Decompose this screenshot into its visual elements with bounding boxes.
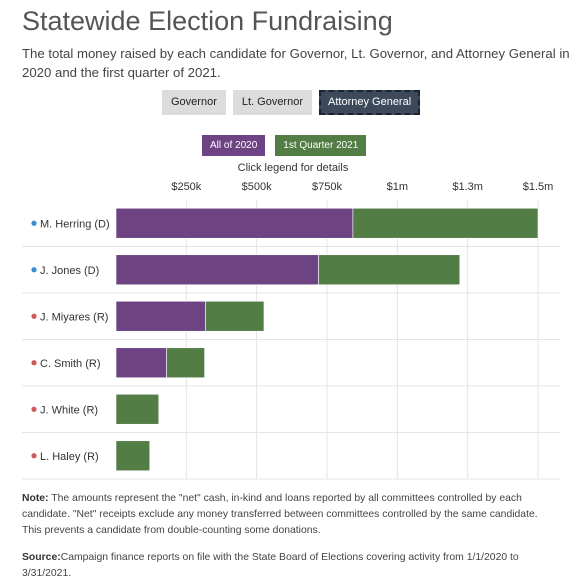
x-tick-label: $500k (242, 181, 272, 193)
bar-segment (115, 440, 151, 472)
bar-segment (115, 347, 167, 379)
category-label: J. White (R) (40, 404, 98, 416)
source-label: Source: (22, 552, 61, 563)
category-label: M. Herring (D) (40, 218, 110, 230)
chart-legend: All of 2020 1st Quarter 2021 (202, 135, 367, 156)
bar-segment (318, 254, 461, 286)
bar-segment (115, 254, 319, 286)
bar-segment (115, 207, 354, 239)
bar-segment (166, 347, 205, 379)
category-label: L. Haley (R) (40, 451, 99, 463)
office-tabs: Governor Lt. Governor Attorney General (162, 90, 421, 115)
x-tick-label: $1.5m (523, 181, 554, 193)
bar-segment (115, 300, 206, 332)
legend-item-q1-2021[interactable]: 1st Quarter 2021 (275, 135, 367, 156)
party-dot (31, 313, 37, 319)
legend-hint: Click legend for details (237, 162, 349, 174)
category-label: J. Miyares (R) (40, 311, 108, 323)
category-label: C. Smith (R) (40, 358, 101, 370)
party-dot (31, 406, 37, 412)
x-tick-label: $250k (171, 181, 201, 193)
party-dot (31, 267, 37, 273)
chart-note: Note: The amounts represent the "net" ca… (22, 491, 552, 539)
x-tick-label: $1m (387, 181, 408, 193)
chart-source: Source:Campaign finance reports on file … (22, 550, 552, 582)
bar-segment (352, 207, 539, 239)
note-label: Note: (22, 493, 49, 504)
bar-chart: $250k $500k $750k $1m $1.3m $1.5m M. Herring (… (22, 181, 560, 480)
party-dot (31, 220, 37, 226)
party-dot (31, 453, 37, 459)
category-label: J. Jones (D) (40, 265, 99, 277)
chart-subtitle: The total money raised by each candidate… (22, 46, 570, 80)
source-text: Campaign finance reports on file with th… (22, 552, 519, 579)
bar-segment (205, 300, 265, 332)
bar-segment (115, 393, 160, 425)
note-text: The amounts represent the "net" cash, in… (22, 493, 538, 536)
tab-lt-governor[interactable]: Lt. Governor (232, 90, 312, 115)
party-dot (31, 360, 37, 366)
chart-title: Statewide Election Fundraising (22, 6, 393, 36)
tab-governor[interactable]: Governor (162, 90, 226, 115)
tab-attorney-general[interactable]: Attorney General (319, 90, 421, 115)
legend-item-2020[interactable]: All of 2020 (202, 135, 266, 156)
x-tick-label: $750k (312, 181, 342, 193)
x-tick-label: $1.3m (452, 181, 483, 193)
